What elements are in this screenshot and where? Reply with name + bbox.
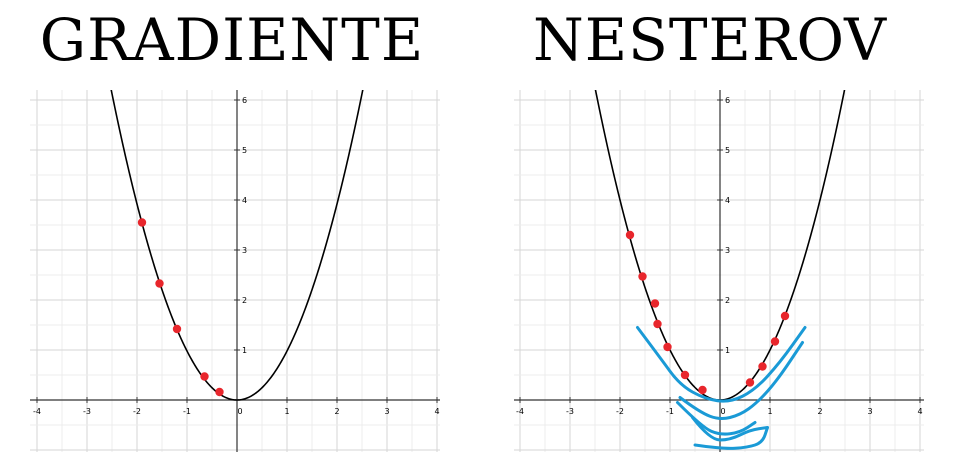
x-tick-label: -3 <box>83 407 91 416</box>
x-tick-label: -1 <box>183 407 191 416</box>
grid <box>514 90 924 452</box>
x-tick-label: 1 <box>284 407 289 416</box>
chart-panel-nesterov: NESTEROV -4 -3 -2 -1 0 1 2 3 4 1 2 3 4 5 6 <box>480 0 960 470</box>
handdrawn-stroke <box>678 341 804 420</box>
x-tick-label: 0 <box>237 407 242 416</box>
plot-area <box>594 90 846 450</box>
data-point <box>200 372 209 381</box>
handdrawn-stroke <box>636 326 807 403</box>
parabola-curve <box>110 90 364 401</box>
y-tick-label: 1 <box>725 346 730 355</box>
y-tick-label: 4 <box>242 196 247 205</box>
x-tick-label: 2 <box>334 407 339 416</box>
data-point <box>650 299 660 308</box>
data-point <box>625 230 635 240</box>
data-point <box>680 370 690 380</box>
y-tick-label: 6 <box>725 96 730 105</box>
data-point <box>745 378 755 387</box>
handdrawn-stroke <box>676 401 757 436</box>
data-point <box>638 272 647 281</box>
chart-plot-gradiente: -4 -3 -2 -1 0 1 2 3 4 1 2 3 4 5 6 <box>30 90 440 452</box>
chart-plot-nesterov: -4 -3 -2 -1 0 1 2 3 4 1 2 3 4 5 6 <box>514 90 924 452</box>
chart-title: GRADIENTE <box>39 6 425 74</box>
data-point <box>155 279 164 288</box>
chart-title: NESTEROV <box>533 6 887 74</box>
x-tick-label: 0 <box>720 407 725 416</box>
y-tick-label: 3 <box>242 246 247 255</box>
data-point <box>653 319 662 329</box>
grid <box>30 90 440 452</box>
x-tick-label: -4 <box>516 407 524 416</box>
x-tick-label: 4 <box>917 407 922 416</box>
y-tick-label: 5 <box>242 146 247 155</box>
data-point <box>137 218 147 227</box>
x-tick-label: 4 <box>434 407 439 416</box>
chart-panel-gradiente: GRADIENTE -4 -3 -2 -1 0 1 2 3 4 1 2 3 4 5 6 <box>30 6 440 452</box>
y-tick-label: 2 <box>242 296 247 305</box>
y-tick-label: 5 <box>725 146 730 155</box>
x-tick-label: -4 <box>33 407 41 416</box>
y-tick-label: 1 <box>242 346 247 355</box>
plot-area <box>110 90 364 401</box>
data-point <box>172 324 182 334</box>
y-tick-label: 3 <box>725 246 730 255</box>
x-tick-label: -2 <box>133 407 141 416</box>
handdrawn-stroke <box>691 416 769 442</box>
x-tick-label: 2 <box>817 407 822 416</box>
x-tick-label: -2 <box>616 407 624 416</box>
x-tick-label: 3 <box>867 407 872 416</box>
data-point <box>770 337 780 346</box>
data-point <box>780 311 790 321</box>
x-tick-label: 3 <box>384 407 389 416</box>
data-point <box>215 387 224 397</box>
data-point <box>663 342 672 352</box>
data-point <box>758 362 767 371</box>
y-tick-label: 4 <box>725 196 730 205</box>
handdrawn-stroke <box>693 426 769 450</box>
y-tick-label: 6 <box>242 96 247 105</box>
y-tick-label: 2 <box>725 296 730 305</box>
x-tick-label: -3 <box>566 407 574 416</box>
x-tick-label: -1 <box>666 407 674 416</box>
data-point <box>698 385 707 395</box>
x-tick-label: 1 <box>767 407 772 416</box>
